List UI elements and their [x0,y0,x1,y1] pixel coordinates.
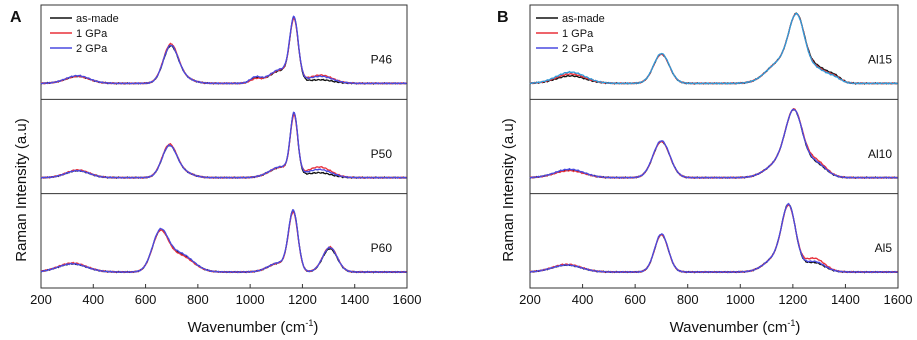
series-line-1-gpa [529,107,898,180]
sample-label: Al5 [875,241,893,255]
x-tick-label: 400 [82,292,104,307]
x-tick-label: 1600 [884,292,913,307]
panel-a: A Raman Intensity (a.u) P46 P50 P60 as-made… [10,4,422,336]
series-line-2-gpa [529,202,898,274]
legend-label: as-made [76,13,119,25]
panel-b-ylabel: Raman Intensity (a.u) [500,118,517,261]
x-tick-label: 200 [30,292,52,307]
panel-a-xlabel: Wavenumber (cm-1) [188,318,319,336]
sample-label: P50 [371,147,393,161]
panel-b-plot-area: Al15 Al10 Al5 as-made 1 GPa 2 GPa 200 400 600 800… [519,4,913,307]
sample-label: P60 [371,241,393,255]
series-line-2-gpa [40,111,407,180]
series-line-1-gpa [40,113,407,180]
x-tick-label: 1000 [726,292,755,307]
plot-frame [40,4,408,289]
legend-label: 1 GPa [562,28,594,40]
x-tick-label: 600 [624,292,646,307]
panel-letter-b: B [497,9,509,26]
sample-label: P46 [371,52,393,66]
series-line-2-gpa [40,15,407,85]
x-tick-label: 1200 [778,292,807,307]
panel-b-ylabel-wrap: Raman Intensity (a.u) [500,118,517,261]
series-line-as-made [40,112,407,180]
series-line-1-gpa [529,203,898,274]
x-tick-label: 800 [677,292,699,307]
x-tick-label: 1400 [831,292,860,307]
series-line-as-made [529,108,898,180]
x-tick-label: 1000 [236,292,265,307]
series-line-as-made [40,209,407,274]
x-tick-label: 800 [187,292,209,307]
legend-label: 1 GPa [76,28,108,40]
panel-b: B Raman Intensity (a.u) Al15 Al10 Al5 as-ma… [497,4,913,336]
series-line-2-gpa [529,108,898,180]
x-tick-label: 200 [519,292,541,307]
x-tick-label: 400 [572,292,594,307]
legend-label: 2 GPa [562,43,594,55]
legend-label: as-made [562,13,605,25]
panel-a-plot-area: P46 P50 P60 as-made 1 GPa 2 GPa 200 400 600 800 10… [30,4,422,307]
legend-label: 2 GPa [76,43,108,55]
panel-a-ylabel-wrap: Raman Intensity (a.u) [13,118,30,261]
x-tick-label: 600 [135,292,157,307]
series-line-1-gpa [40,211,407,274]
panel-b-xlabel: Wavenumber (cm-1) [670,318,801,336]
plot-frame [529,4,899,289]
sample-label: Al10 [868,147,892,161]
series-line-2-gpa [529,13,898,85]
x-tick-label: 1400 [340,292,369,307]
panel-letter-a: A [10,9,22,26]
series-line-as-made [529,203,898,274]
x-tick-label: 1600 [393,292,422,307]
panel-a-ylabel: Raman Intensity (a.u) [13,118,30,261]
x-tick-label: 1200 [288,292,317,307]
sample-label: Al15 [868,52,892,66]
series-line-2-gpa [40,209,407,274]
